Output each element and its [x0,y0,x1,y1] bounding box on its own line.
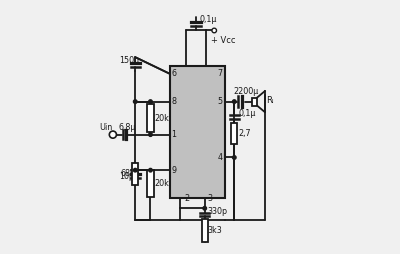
Circle shape [134,168,137,172]
Text: 20k: 20k [154,114,170,123]
Text: 20k: 20k [154,179,170,188]
Circle shape [149,100,152,103]
Circle shape [149,133,152,136]
Text: 1: 1 [172,130,176,139]
Bar [170,66,226,198]
Bar [231,123,237,144]
Text: 7: 7 [218,69,223,78]
Text: 0,1μ: 0,1μ [238,108,256,118]
Circle shape [232,100,236,103]
Bar [147,170,154,198]
Text: 0,1μ: 0,1μ [199,14,217,24]
Text: 5: 5 [218,97,223,106]
Text: + Vcc: + Vcc [211,36,236,45]
Text: 330p: 330p [208,207,228,216]
Text: 4: 4 [218,153,223,162]
Bar [202,219,208,242]
Text: 10μ: 10μ [120,171,134,181]
Text: 8: 8 [172,97,176,106]
Text: Rₗ: Rₗ [266,96,274,105]
Bar [147,104,154,132]
Circle shape [212,28,216,33]
Text: 3: 3 [208,194,213,203]
Text: 9: 9 [172,166,177,175]
Circle shape [203,207,206,210]
Text: 2200μ: 2200μ [234,87,259,97]
Text: 6,8μ: 6,8μ [119,122,136,132]
Text: Uin: Uin [99,123,112,132]
Circle shape [109,131,116,138]
Circle shape [134,100,137,103]
Circle shape [149,168,152,172]
Circle shape [232,156,236,159]
Text: 680: 680 [120,169,136,179]
Text: 6: 6 [172,69,176,78]
Bar [132,163,138,185]
Text: 2: 2 [184,194,189,203]
Text: 2,7: 2,7 [238,129,251,138]
Text: 3k3: 3k3 [208,226,222,235]
Text: 150μ: 150μ [120,56,140,66]
Bar [252,98,257,106]
